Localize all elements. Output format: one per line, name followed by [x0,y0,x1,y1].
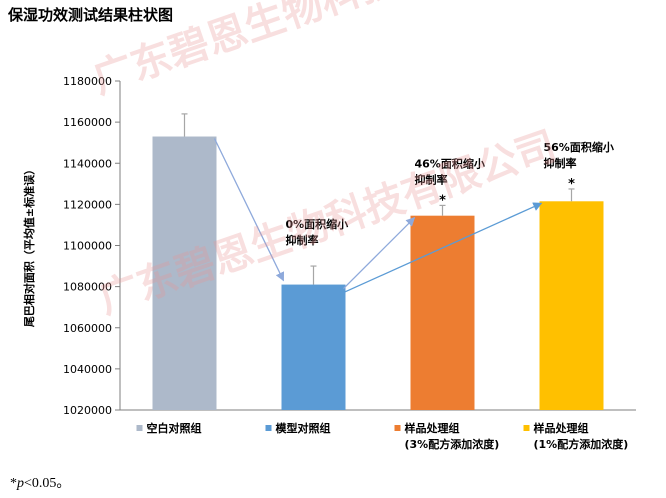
footnote-symbol: * [10,476,17,491]
y-tick-label: 1180000 [63,75,112,88]
annotation-line2: 抑制率 [286,233,319,247]
annotation-line2: 抑制率 [415,172,448,186]
bar [410,215,475,410]
y-tick-label: 1100000 [63,240,112,253]
bar [281,284,346,410]
bar [539,201,604,410]
bar [152,136,217,411]
annotation-line1: 46%面积缩小 [415,156,485,170]
annotation-line1: 56%面积缩小 [544,140,614,154]
category-swatch [136,425,143,431]
arrow-model-to-sample1 [343,202,543,294]
y-tick-label: 1020000 [63,404,112,417]
category-sublabel: (3%配方添加浓度) [405,437,500,451]
category-swatch [265,425,272,431]
category-sublabel: (1%配方添加浓度) [534,437,629,451]
y-tick-label: 1140000 [63,157,112,170]
arrow-blank-to-model [213,138,285,282]
y-tick-label: 1060000 [63,322,112,335]
footnote-p: p [17,476,24,491]
footnote-rest: <0.05。 [24,476,71,491]
category-label: 样品处理组 [534,421,589,435]
annotation-line2: 抑制率 [544,156,577,170]
category-swatch [394,425,401,431]
labels: 空白对照组 模型对照组 样品处理组 (3%配方添加浓度) 样品处理组 (1%配方添加浓度)… [136,140,629,451]
y-tick-label: 1120000 [63,198,112,211]
y-axis-label-group: 尾巴相对面积（平均值±标准误） [22,164,36,328]
y-tick-label: 1160000 [63,116,112,129]
significance-star: * [568,177,575,192]
category-swatch [523,425,530,431]
axes: 1020000 1040000 1060000 1080000 1100000 11200… [63,75,636,417]
category-label: 样品处理组 [405,421,460,435]
y-tick-label: 1040000 [63,363,112,376]
y-axis-label: 尾巴相对面积（平均值±标准误） [22,164,36,328]
y-tick-label: 1080000 [63,281,112,294]
bars [152,113,604,411]
significance-star: * [439,193,446,208]
arrows [213,138,543,294]
page-title: 保湿功效测试结果柱状图 [8,6,174,24]
category-label: 空白对照组 [147,421,202,435]
arrow-model-to-sample3 [343,217,416,290]
category-label: 模型对照组 [276,421,331,435]
footnote: *p<0.05。 [10,472,70,492]
annotation-line1: 0%面积缩小 [286,217,349,231]
